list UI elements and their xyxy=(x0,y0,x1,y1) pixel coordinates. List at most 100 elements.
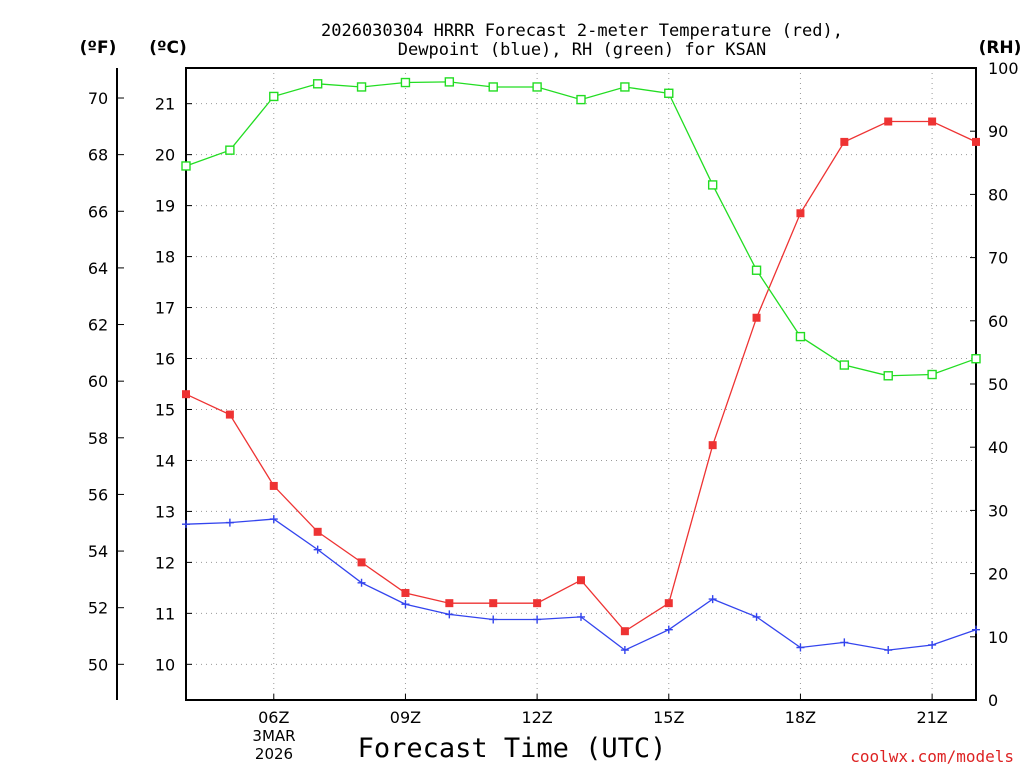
x-tick-label: 06Z xyxy=(258,708,289,727)
rh-tick-label: 100 xyxy=(988,59,1019,78)
rh-tick-label: 60 xyxy=(988,312,1008,331)
celsius-tick-label: 19 xyxy=(155,197,175,216)
chart-title: 2026030304 HRRR Forecast 2-meter Tempera… xyxy=(321,21,843,41)
rh-point xyxy=(620,82,630,92)
x-tick-label: 18Z xyxy=(785,708,816,727)
rh-line xyxy=(185,81,977,377)
rh-point xyxy=(356,82,367,92)
x-tick-label: 09Z xyxy=(390,708,421,727)
fahrenheit-tick-label: 54 xyxy=(88,542,108,561)
fahrenheit-tick-label: 68 xyxy=(88,146,108,165)
celsius-tick-label: 15 xyxy=(155,400,175,419)
grid-layer xyxy=(186,68,976,700)
dewpoint-point xyxy=(620,646,629,655)
rh-point xyxy=(795,331,806,342)
dewpoint-point xyxy=(533,615,542,624)
dewpoint-point xyxy=(489,615,498,624)
rh-point xyxy=(927,369,937,380)
temperature-point xyxy=(313,527,322,536)
temperature-point xyxy=(489,599,498,608)
temperature-point xyxy=(796,209,805,218)
dewpoint-point xyxy=(225,518,234,527)
celsius-tick-label: 14 xyxy=(155,451,175,470)
dewpoint-point xyxy=(357,578,366,587)
plot-frame xyxy=(185,67,977,701)
rh-point xyxy=(269,91,279,102)
rh-tick-label: 40 xyxy=(988,438,1008,457)
fahrenheit-tick-label: 52 xyxy=(88,599,108,618)
tick-layer: 50 52 54 56 58 60 62 64 66 68 70 10 11 12 13 14 15 16 17 18… xyxy=(88,59,1019,727)
dewpoint-point xyxy=(972,625,980,634)
rh-tick-label: 20 xyxy=(988,565,1008,584)
dewpoint-point xyxy=(664,625,673,634)
rh-point xyxy=(400,77,411,88)
temperature-point xyxy=(269,481,278,490)
rh-point xyxy=(664,88,674,98)
temperature-point xyxy=(840,137,849,146)
date-label-month: 3MAR xyxy=(252,727,295,745)
dewpoint-point xyxy=(182,520,190,529)
x-tick-label: 21Z xyxy=(916,708,947,727)
celsius-tick-label: 18 xyxy=(155,248,175,267)
fahrenheit-tick-label: 50 xyxy=(88,655,108,674)
temperature-point xyxy=(708,441,717,450)
temperature-point xyxy=(972,137,980,146)
celsius-tick-label: 13 xyxy=(155,502,175,521)
temperature-point xyxy=(357,558,366,567)
dewpoint-point xyxy=(269,515,278,524)
rh-point xyxy=(312,79,323,89)
fahrenheit-tick-label: 70 xyxy=(88,89,108,108)
temperature-line xyxy=(185,120,977,633)
dewpoint-point xyxy=(708,595,717,604)
rh-point xyxy=(181,161,191,171)
date-label-year: 2026 xyxy=(255,745,293,763)
celsius-tick-label: 17 xyxy=(155,299,175,318)
rh-point xyxy=(444,77,455,87)
celsius-tick-label: 20 xyxy=(155,146,175,165)
dewpoint-line xyxy=(185,518,977,651)
temperature-point xyxy=(182,390,190,399)
x-tick-label: 15Z xyxy=(653,708,684,727)
series-layer xyxy=(181,77,981,655)
temperature-point xyxy=(401,588,410,597)
temperature-point xyxy=(225,410,234,419)
rh-point xyxy=(883,371,893,381)
dewpoint-point xyxy=(445,610,454,619)
temperature-point xyxy=(577,576,585,585)
dewpoint-point xyxy=(313,545,322,554)
temperature-point xyxy=(533,599,542,608)
rh-tick-label: 0 xyxy=(988,691,998,710)
celsius-tick-label: 16 xyxy=(155,350,175,369)
fahrenheit-unit-label: (ºF) xyxy=(80,38,117,58)
fahrenheit-tick-label: 60 xyxy=(88,372,108,391)
temperature-point xyxy=(884,117,893,126)
dewpoint-point xyxy=(752,612,761,621)
temperature-point xyxy=(752,313,761,322)
rh-tick-label: 10 xyxy=(988,628,1008,647)
rh-tick-label: 30 xyxy=(988,501,1008,520)
rh-tick-label: 50 xyxy=(988,375,1008,394)
fahrenheit-tick-label: 56 xyxy=(88,485,108,504)
x-axis-title: Forecast Time (UTC) xyxy=(358,733,667,764)
celsius-tick-label: 10 xyxy=(155,655,175,674)
fahrenheit-tick-label: 64 xyxy=(88,259,108,278)
rh-point xyxy=(532,82,542,92)
rh-point xyxy=(751,265,762,275)
dewpoint-series xyxy=(182,515,980,655)
rh-tick-label: 70 xyxy=(988,249,1008,268)
rh-series xyxy=(181,77,981,381)
fahrenheit-tick-label: 58 xyxy=(88,429,108,448)
celsius-unit-label: (ºC) xyxy=(149,38,187,58)
rh-point xyxy=(839,360,850,370)
rh-point xyxy=(576,94,586,105)
rh-unit-label: (RH) xyxy=(979,38,1022,58)
celsius-tick-label: 21 xyxy=(155,95,175,114)
dewpoint-point xyxy=(840,638,849,647)
temperature-point xyxy=(445,599,454,608)
rh-point xyxy=(971,354,981,364)
fahrenheit-tick-label: 62 xyxy=(88,316,108,335)
temperature-series xyxy=(182,117,980,636)
rh-point xyxy=(707,180,718,190)
temperature-point xyxy=(664,599,673,608)
